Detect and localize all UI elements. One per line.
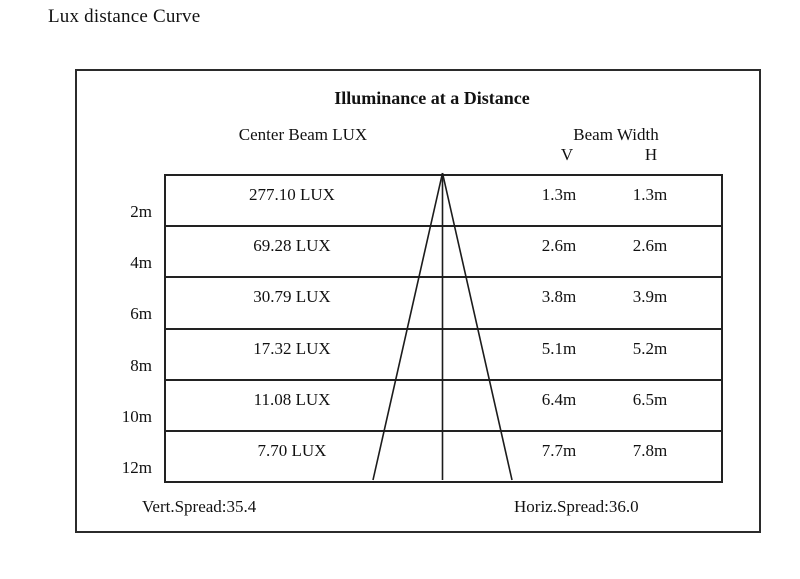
- distance-label: 4m: [130, 253, 152, 273]
- beam-width-h-value: 3.9m: [632, 287, 668, 307]
- lux-value: 17.32 LUX: [253, 338, 331, 358]
- table-row: 8m 17.32 LUX 5.1m 5.2m: [130, 330, 721, 381]
- lux-value: 69.28 LUX: [253, 236, 331, 256]
- table-row: 2m 277.10 LUX 1.3m 1.3m: [130, 176, 721, 228]
- vert-spread-label: Vert.Spread:35.4: [142, 497, 257, 516]
- beam-width-h-value: 5.2m: [632, 338, 668, 358]
- beam-width-v-value: 7.7m: [541, 440, 577, 460]
- beam-width-h-value: 7.8m: [632, 440, 668, 460]
- diagram-panel: Illuminance at a Distance Center Beam LU…: [75, 69, 761, 533]
- beam-width-header: Beam Width: [573, 125, 659, 144]
- table-row: 6m 30.79 LUX 3.8m 3.9m: [130, 278, 721, 330]
- table-row: 12m 7.70 LUX 7.7m 7.8m: [122, 432, 721, 481]
- beam-width-v-value: 6.4m: [541, 389, 577, 409]
- panel-heading: Illuminance at a Distance: [334, 88, 530, 108]
- distance-label: 6m: [130, 304, 152, 324]
- horiz-spread-label: Horiz.Spread:36.0: [514, 497, 639, 516]
- beam-width-h-value: 6.5m: [632, 389, 668, 409]
- beam-width-v-value: 1.3m: [541, 185, 577, 204]
- beam-width-v-value: 2.6m: [541, 236, 577, 256]
- distance-label: 10m: [121, 406, 152, 426]
- lux-value: 277.10 LUX: [249, 185, 335, 204]
- lux-value: 11.08 LUX: [253, 389, 331, 409]
- center-beam-lux-header: Center Beam LUX: [238, 125, 368, 144]
- distance-label: 8m: [130, 355, 152, 375]
- page-title: Lux distance Curve: [48, 6, 201, 27]
- table-row: 10m 11.08 LUX 6.4m 6.5m: [122, 381, 721, 432]
- beam-width-h-value: 1.3m: [632, 185, 668, 204]
- lux-value: 30.79 LUX: [253, 287, 331, 307]
- v-column-label: V: [560, 145, 574, 164]
- distance-label: 12m: [121, 457, 152, 477]
- distance-label: 2m: [130, 202, 152, 221]
- beam-width-h-value: 2.6m: [632, 236, 668, 256]
- beam-width-v-value: 3.8m: [541, 287, 577, 307]
- beam-width-v-value: 5.1m: [541, 338, 577, 358]
- lux-value: 7.70 LUX: [257, 440, 327, 460]
- distance-table: 2m 277.10 LUX 1.3m 1.3m 4m 69.28 LUX 2.6…: [122, 174, 723, 483]
- table-row: 4m 69.28 LUX 2.6m 2.6m: [130, 227, 721, 279]
- h-column-label: H: [644, 145, 658, 164]
